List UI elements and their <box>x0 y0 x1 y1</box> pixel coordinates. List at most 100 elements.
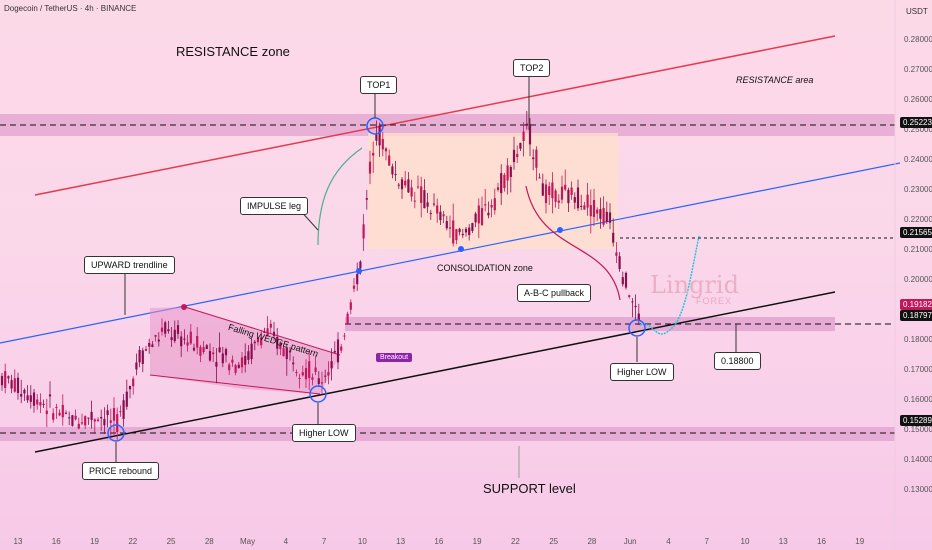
candle-body <box>423 190 426 209</box>
candle-body <box>311 377 314 380</box>
price-rebound-label: PRICE rebound <box>82 462 160 480</box>
candle-body <box>269 323 272 328</box>
candle-body <box>496 187 500 190</box>
breakout-badge: Breakout <box>376 353 413 362</box>
candle-body <box>80 422 84 424</box>
candle-body <box>128 385 132 390</box>
candle-body <box>605 211 608 222</box>
candle-body <box>7 376 10 379</box>
candle-body <box>583 205 586 210</box>
candle-body <box>359 261 362 269</box>
x-tick: May <box>240 537 256 546</box>
candle-body <box>298 377 301 379</box>
candle-body <box>263 331 266 333</box>
candle-body <box>202 347 205 353</box>
candle-body <box>122 400 125 419</box>
candle-body <box>378 125 381 146</box>
candle-body <box>512 149 516 163</box>
candle-body <box>74 415 77 420</box>
candle-body <box>480 208 484 226</box>
candle-body <box>413 200 416 202</box>
candle-body <box>404 180 407 186</box>
candle-body <box>282 348 285 357</box>
candle-body <box>125 391 128 407</box>
wedge-top-line <box>184 306 341 356</box>
y-tick: 0.27000 <box>904 65 932 74</box>
candle-body <box>618 256 621 270</box>
candle-body <box>381 138 384 150</box>
candle-body <box>624 272 628 288</box>
resistance-zone-label: RESISTANCE zone <box>176 44 290 59</box>
x-tick: 19 <box>90 537 99 546</box>
abc-label: A-B-C pullback <box>517 284 592 302</box>
candle-body <box>23 389 26 394</box>
y-tick: 0.16000 <box>904 395 932 404</box>
x-tick: 7 <box>321 537 327 546</box>
x-tick: 22 <box>510 537 520 546</box>
candle-body <box>135 362 138 370</box>
candle-body <box>48 394 52 397</box>
higher-low-label-2: Higher LOW <box>610 363 674 381</box>
candle-body <box>189 331 192 344</box>
candle-body <box>4 371 7 389</box>
consolidation-label: CONSOLIDATION zone <box>437 263 533 273</box>
candle-body <box>13 378 16 392</box>
x-tick: 28 <box>204 537 214 546</box>
candle-body <box>16 377 20 394</box>
candle-body <box>464 228 468 233</box>
candle-body <box>375 134 378 141</box>
candle-body <box>432 203 436 205</box>
x-tick: 13 <box>13 537 23 546</box>
candle-body <box>144 349 148 351</box>
x-tick: 28 <box>587 537 597 546</box>
candle-body <box>119 411 122 413</box>
candle-body <box>199 346 202 356</box>
candle-body <box>493 198 496 211</box>
candle-body <box>400 179 404 190</box>
red-channel-line <box>34 35 836 196</box>
candle-body <box>167 329 170 332</box>
candle-body <box>468 227 471 236</box>
candle-body <box>397 184 400 186</box>
candle-body <box>596 209 599 214</box>
candle-body <box>106 410 109 416</box>
y-tick: 0.15000 <box>904 425 932 434</box>
candle-body <box>503 174 506 189</box>
candle-body <box>279 342 282 350</box>
x-tick: 16 <box>51 537 61 546</box>
candle-body <box>362 224 365 239</box>
candle-body <box>602 208 605 225</box>
candle-body <box>36 399 39 405</box>
candle-body <box>90 411 93 420</box>
candle-body <box>141 350 144 364</box>
candle-body <box>528 123 532 145</box>
candle-body <box>221 353 224 364</box>
candle-body <box>580 205 583 207</box>
level-0188-label: 0.18800 <box>714 352 761 370</box>
candle-body <box>477 205 480 224</box>
candle-body <box>349 302 352 310</box>
candle-body <box>631 301 634 303</box>
candle-body <box>170 337 173 341</box>
candle-body <box>183 338 186 340</box>
higher-low-circle-1 <box>309 385 327 403</box>
candle-body <box>304 368 308 380</box>
candles-group <box>0 111 640 440</box>
x-tick: 4 <box>283 537 289 546</box>
candle-body <box>39 402 42 406</box>
y-tick: 0.23000 <box>904 185 932 194</box>
candle-body <box>237 364 240 368</box>
x-tick: 10 <box>740 537 750 546</box>
y-tick: 0.14000 <box>904 455 932 464</box>
y-tick: 0.22000 <box>904 215 932 224</box>
candle-body <box>599 209 602 219</box>
candle-body <box>71 415 74 426</box>
x-tick: 25 <box>166 537 176 546</box>
candle-body <box>519 142 522 149</box>
candle-body <box>68 417 71 419</box>
candle-body <box>346 313 349 325</box>
candle-body <box>551 182 554 199</box>
upward-label: UPWARD trendline <box>84 256 175 274</box>
candle-body <box>100 416 103 419</box>
price-level-label: 0.21565 <box>900 227 932 239</box>
